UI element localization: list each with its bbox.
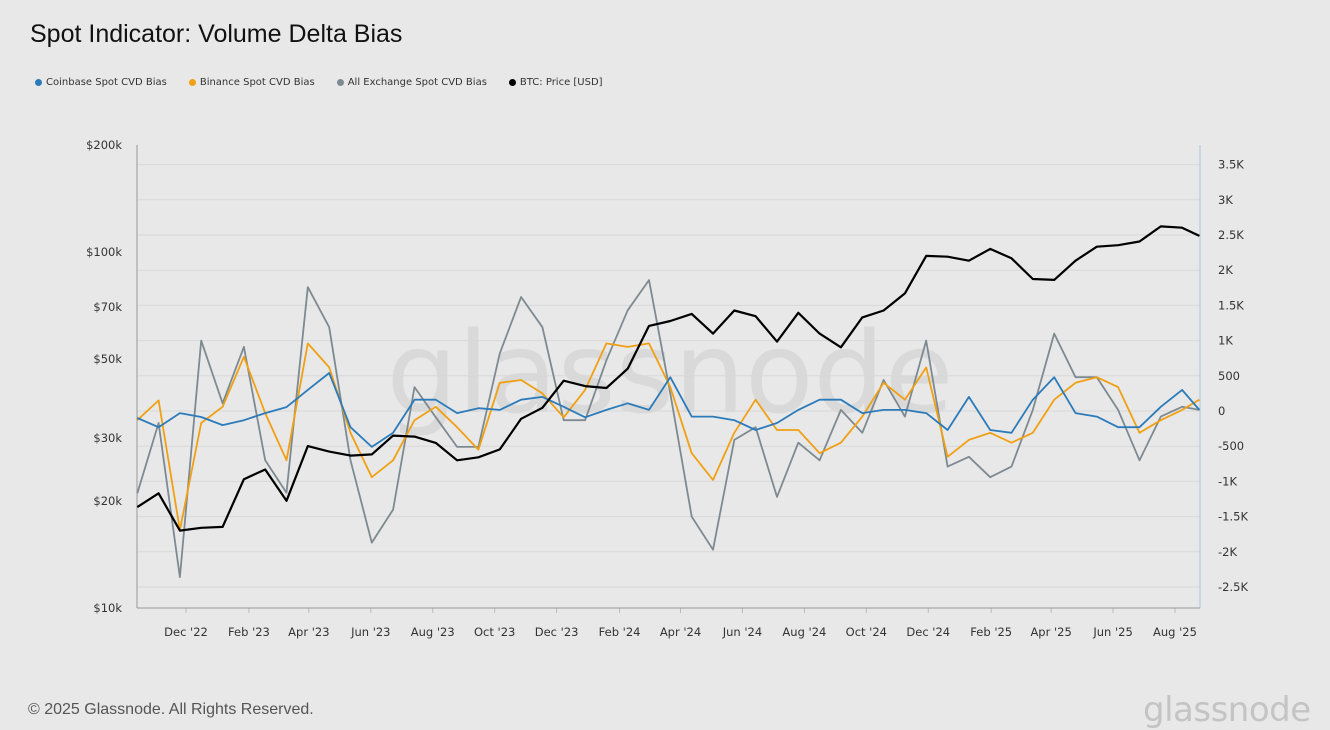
legend-label: All Exchange Spot CVD Bias — [347, 77, 487, 88]
legend-label: Binance Spot CVD Bias — [199, 77, 315, 88]
legend-dot — [508, 79, 516, 86]
x-axis-tick-label: Oct '23 — [474, 625, 515, 639]
left-axis-tick-label: $200k — [86, 138, 122, 152]
legend-item-binance[interactable]: Binance Spot CVD Bias — [188, 77, 315, 88]
legend-dot — [35, 79, 42, 86]
x-axis-tick-label: Oct '24 — [846, 625, 887, 639]
right-axis-tick-label: -500 — [1218, 439, 1244, 453]
copyright-footer: © 2025 Glassnode. All Rights Reserved. — [28, 701, 314, 718]
right-axis-tick-label: 0 — [1218, 404, 1225, 418]
legend-dot — [336, 79, 344, 86]
legend-dot — [188, 79, 196, 86]
x-axis-tick-label: Aug '25 — [1153, 625, 1197, 639]
x-axis-tick-label: Aug '23 — [411, 625, 455, 639]
left-axis-tick-label: $70k — [93, 300, 122, 314]
x-axis-tick-label: Jun '25 — [1092, 625, 1132, 639]
x-axis-tick-label: Dec '24 — [906, 625, 950, 639]
right-axis-tick-label: 2.5K — [1218, 228, 1244, 242]
right-axis-tick-label: -1K — [1218, 474, 1237, 488]
watermark: glassnode — [386, 309, 953, 439]
chart-title: Spot Indicator: Volume Delta Bias — [30, 20, 403, 48]
series-line-binance-spot-cvd-bias — [136, 342, 1200, 531]
right-axis-tick-label: 1.5K — [1218, 298, 1244, 312]
legend-item-all-exchange[interactable]: All Exchange Spot CVD Bias — [336, 77, 487, 88]
x-axis-tick-label: Apr '23 — [288, 625, 329, 639]
x-axis-tick-label: Dec '22 — [164, 625, 208, 639]
right-axis-tick-label: 500 — [1218, 369, 1240, 383]
x-axis-tick-label: Feb '23 — [228, 625, 270, 639]
legend: Coinbase Spot CVD Bias Binance Spot CVD … — [35, 77, 603, 88]
x-axis-tick-label: Apr '24 — [660, 625, 701, 639]
right-axis-tick-label: -2K — [1218, 545, 1237, 559]
left-axis-tick-label: $100k — [86, 245, 122, 259]
series-line-coinbase-spot-cvd-bias — [136, 372, 1201, 448]
series-line-all-exchange-spot-cvd-bias — [136, 279, 1200, 578]
legend-label: BTC: Price [USD] — [519, 77, 603, 88]
x-axis-tick-label: Jun '23 — [350, 625, 390, 639]
x-axis-tick-label: Dec '23 — [535, 625, 579, 639]
right-axis-tick-label: 3.5K — [1218, 158, 1244, 172]
series-line-btc-price-usd — [136, 225, 1200, 532]
right-axis-tick-label: 2K — [1218, 263, 1233, 277]
left-axis-tick-label: $30k — [93, 431, 122, 445]
right-axis-tick-label: -2.5K — [1218, 580, 1248, 594]
x-axis-tick-label: Apr '25 — [1030, 625, 1071, 639]
legend-item-coinbase[interactable]: Coinbase Spot CVD Bias — [35, 77, 167, 88]
right-axis-tick-label: 1K — [1218, 334, 1233, 348]
x-axis-tick-label: Aug '24 — [782, 625, 826, 639]
right-axis-tick-label: -1.5K — [1218, 510, 1248, 524]
left-axis-tick-label: $20k — [93, 494, 122, 508]
right-axis-tick-label: 3K — [1218, 193, 1233, 207]
x-axis-tick-label: Feb '24 — [599, 625, 641, 639]
x-axis-tick-label: Jun '24 — [722, 625, 762, 639]
glassnode-logo: glassnode — [1143, 690, 1311, 730]
x-axis-tick-label: Feb '25 — [970, 625, 1012, 639]
left-axis-tick-label: $10k — [93, 601, 122, 615]
legend-label: Coinbase Spot CVD Bias — [46, 77, 167, 88]
left-axis-tick-label: $50k — [93, 352, 122, 366]
legend-item-btc-price[interactable]: BTC: Price [USD] — [508, 77, 603, 88]
